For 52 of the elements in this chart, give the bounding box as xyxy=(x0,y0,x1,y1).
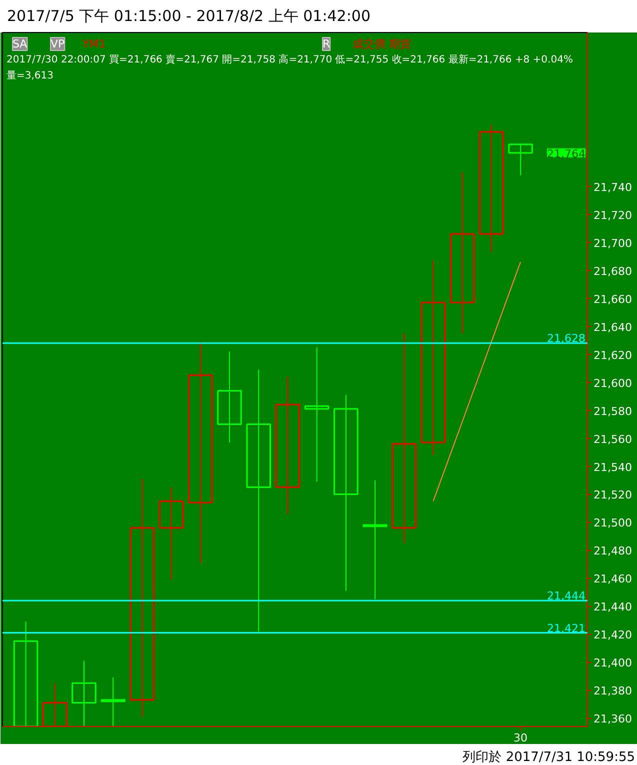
text: 列印於 2017/7/31 10:59:55 xyxy=(462,749,635,765)
text: 21,764 xyxy=(547,147,586,160)
candlestick xyxy=(217,351,242,443)
y-tick-label: 21,460 xyxy=(594,572,632,586)
y-tick-label: 21,600 xyxy=(594,376,632,390)
y-tick-label: 21,380 xyxy=(594,684,632,698)
chart-title: 2017/7/5 下午 01:15:00 - 2017/8/2 上午 01:42:00 xyxy=(7,6,370,27)
y-tick-label: 21,360 xyxy=(594,712,632,726)
y-tick-label: 21,640 xyxy=(594,320,632,334)
annotation: SA xyxy=(12,38,28,50)
candlestick xyxy=(334,394,358,592)
ref-line-label: 21,444 xyxy=(547,590,586,603)
annotation: VP xyxy=(50,38,66,50)
line-series xyxy=(432,261,522,502)
candlestick xyxy=(130,478,155,718)
candlestick xyxy=(246,369,272,632)
candlestick xyxy=(158,486,184,580)
y-tick-label: 21,660 xyxy=(594,292,632,306)
candlestick xyxy=(188,341,213,564)
y-tick-label: 21,560 xyxy=(594,432,632,446)
y-tick-label: 21,680 xyxy=(594,264,632,278)
annotation: R xyxy=(322,38,330,50)
candlestick xyxy=(304,346,330,482)
y-tick-label: 21,420 xyxy=(594,628,632,642)
y-tick-label: 21,620 xyxy=(594,348,632,362)
candlestick xyxy=(508,144,533,176)
ref-line-label: 21,421 xyxy=(547,622,586,635)
candlestick xyxy=(420,260,446,456)
candlestick xyxy=(450,172,475,334)
candlestick xyxy=(275,376,300,514)
ref-line-label: 21,628 xyxy=(547,332,586,346)
annotation: 量=3,613 xyxy=(6,70,54,82)
annotation: 成交價 期貨 xyxy=(352,38,411,50)
y-tick-label: 21,400 xyxy=(594,656,632,670)
candlestick xyxy=(479,124,504,253)
y-tick-label: 21,740 xyxy=(594,180,632,194)
candlestick xyxy=(362,480,388,600)
annotation: 2017/7/30 22:00:07 買=21,766 賣=21,767 開=21,758 高=21,770 低=21,755 收=21,766 最新=21,766 +8 +0.04% xyxy=(6,54,573,66)
candlestick xyxy=(392,332,417,544)
candlestick xyxy=(13,621,38,726)
y-tick-label: 21,720 xyxy=(594,208,632,222)
y-tick-label: 21,520 xyxy=(594,488,632,502)
y-tick-label: 21,580 xyxy=(594,404,632,418)
y-tick-label: 21,480 xyxy=(594,544,632,558)
annotation: YM1 xyxy=(82,38,106,50)
candlestick xyxy=(72,660,96,726)
y-tick-label: 21,440 xyxy=(594,600,632,614)
candlestick xyxy=(100,677,126,726)
x-tick-label: 30 xyxy=(514,732,528,744)
y-tick-label: 21,500 xyxy=(594,516,632,530)
y-tick-label: 21,700 xyxy=(594,236,632,250)
y-tick-label: 21,540 xyxy=(594,460,632,474)
